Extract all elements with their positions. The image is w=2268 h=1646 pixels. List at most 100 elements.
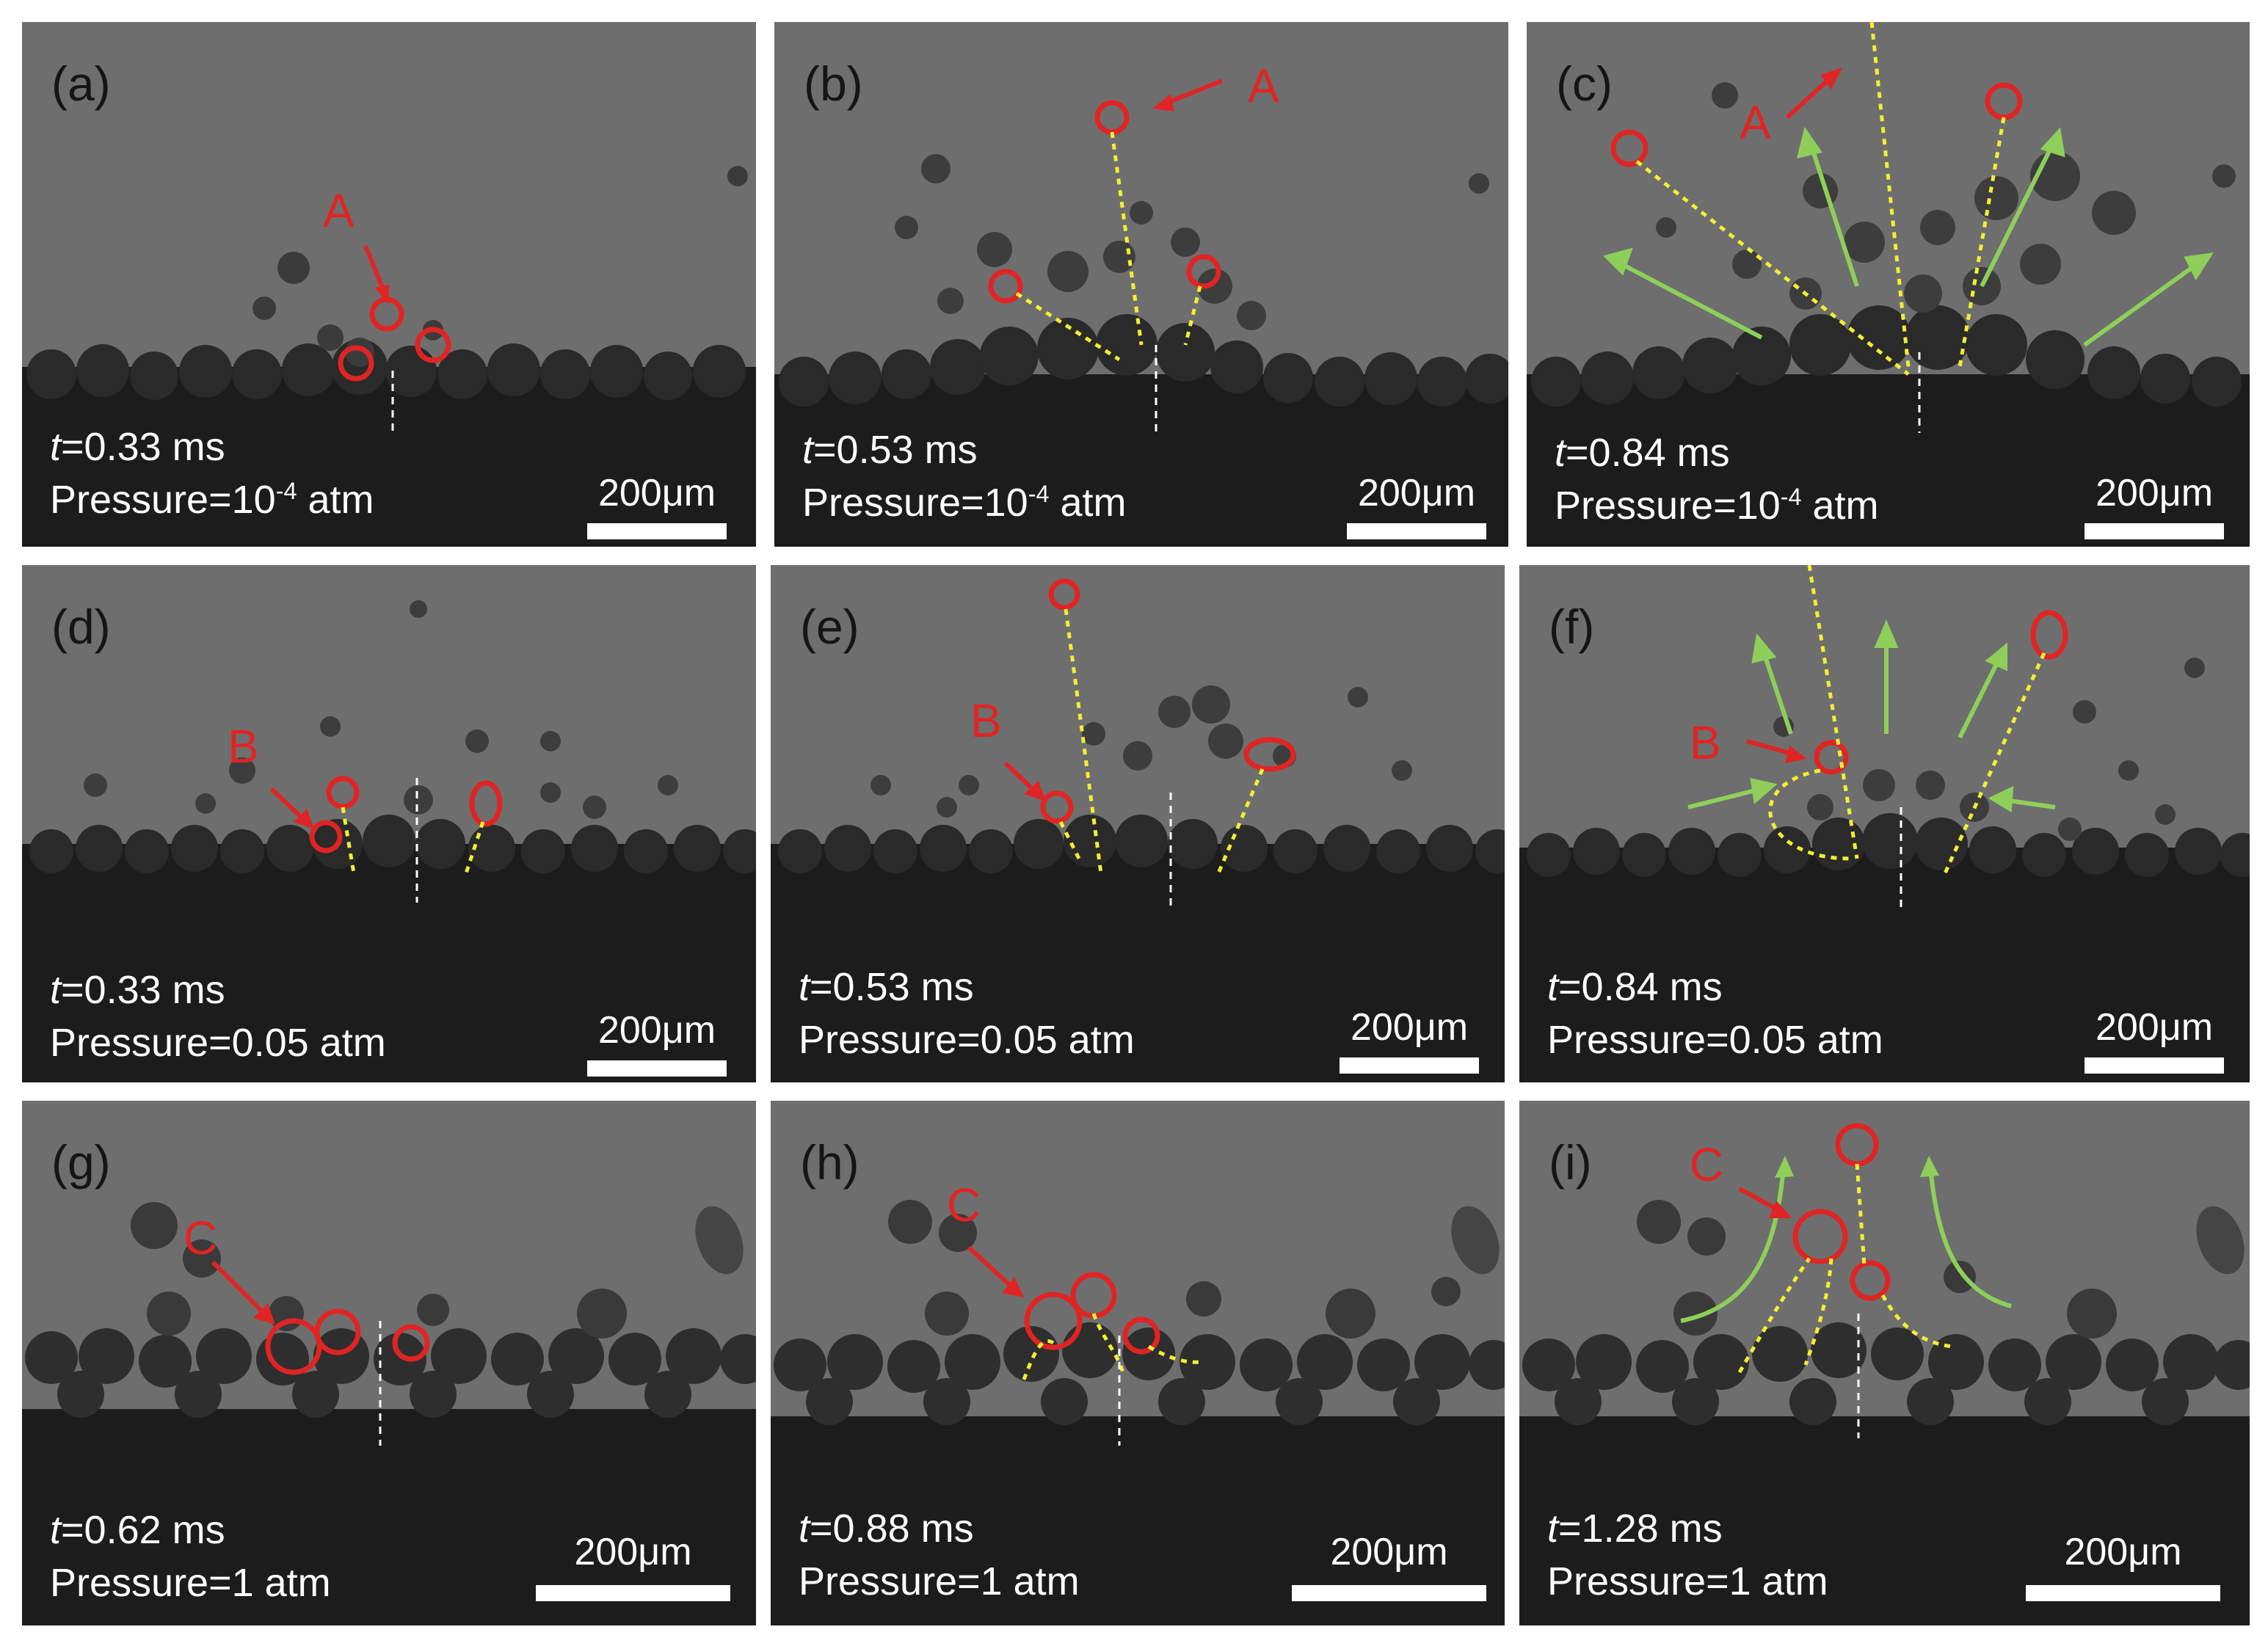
panel-h: (h) C t=0.88 ms Pressure=1 atm 200μm [771, 1101, 1505, 1625]
pressure-unit: atm [1049, 481, 1127, 525]
pressure-readout: Pressure=1 atm [1547, 1559, 1828, 1604]
scale-bar [1292, 1585, 1486, 1601]
micrograph-f [1519, 565, 2250, 1082]
pressure-readout: Pressure=10-4 atm [802, 480, 1127, 525]
pressure-base: Pressure=1 atm [1547, 1559, 1828, 1603]
time-readout: t=0.53 ms [802, 427, 978, 473]
time-variable: t [1547, 965, 1559, 1009]
time-value: =0.88 ms [810, 1507, 974, 1551]
time-readout: t=0.84 ms [1547, 964, 1723, 1010]
pressure-base: Pressure=10 [1555, 484, 1781, 528]
scale-bar-label: 200μm [1350, 1006, 1469, 1049]
scale-bar [587, 1060, 727, 1077]
marker-label-c: C [1690, 1138, 1724, 1191]
time-value: =0.33 ms [61, 425, 225, 469]
pressure-readout: Pressure=1 atm [50, 1560, 331, 1606]
scale-bar [2085, 523, 2224, 539]
panel-label: (e) [800, 600, 859, 654]
panel-label: (b) [804, 57, 863, 111]
pressure-base: Pressure=10 [802, 481, 1028, 525]
panel-f: (f) B t=0.84 ms Pressure=0.05 atm 200μm [1519, 565, 2250, 1082]
marker-label-b: B [970, 694, 1002, 747]
panel-b: (b) A t=0.53 ms Pressure=10-4 atm 200μm [774, 22, 1508, 547]
pressure-base: Pressure=10 [50, 478, 276, 522]
panel-label: (a) [51, 57, 111, 111]
pressure-readout: Pressure=10-4 atm [50, 477, 374, 522]
pressure-base: Pressure=0.05 atm [799, 1018, 1135, 1062]
scale-bar-label: 200μm [597, 1009, 716, 1052]
scale-bar [2026, 1585, 2220, 1601]
micrograph-d [22, 565, 756, 1082]
scale-bar [536, 1585, 730, 1601]
time-variable: t [1547, 1507, 1559, 1551]
time-value: =0.33 ms [61, 968, 225, 1012]
time-variable: t [50, 425, 62, 469]
time-value: =0.84 ms [1558, 965, 1723, 1009]
panel-g: (g) C t=0.62 ms Pressure=1 atm 200μm [22, 1101, 756, 1625]
scale-bar-label: 200μm [574, 1531, 692, 1573]
scale-bar-label: 200μm [2095, 1006, 2214, 1049]
scale-bar [1347, 523, 1486, 539]
pressure-readout: Pressure=0.05 atm [1547, 1017, 1883, 1063]
time-readout: t=0.33 ms [50, 967, 225, 1013]
scale-bar [1340, 1057, 1479, 1074]
pressure-readout: Pressure=0.05 atm [799, 1017, 1135, 1063]
micrograph-a [22, 22, 756, 547]
scale-bar [2085, 1057, 2224, 1074]
pressure-readout: Pressure=1 atm [799, 1559, 1080, 1604]
pressure-readout: Pressure=10-4 atm [1555, 483, 1879, 528]
time-variable: t [1555, 431, 1566, 475]
pressure-readout: Pressure=0.05 atm [50, 1020, 386, 1066]
panel-label: (c) [1556, 57, 1613, 111]
marker-label-b: B [228, 720, 259, 773]
marker-label-c: C [947, 1179, 981, 1231]
pressure-base: Pressure=0.05 atm [1547, 1018, 1883, 1062]
marker-label-c: C [183, 1212, 218, 1264]
scale-bar-label: 200μm [597, 472, 716, 514]
micrograph-b [774, 22, 1508, 547]
panel-label: (h) [800, 1135, 859, 1190]
pressure-base: Pressure=0.05 atm [50, 1021, 386, 1065]
pressure-unit: atm [297, 478, 374, 522]
marker-label-a: A [1248, 59, 1279, 112]
time-variable: t [50, 968, 62, 1012]
micrograph-c [1527, 22, 2250, 547]
time-readout: t=1.28 ms [1547, 1506, 1723, 1551]
panel-c: (c) A t=0.84 ms Pressure=10-4 atm 200μm [1527, 22, 2250, 547]
time-value: =0.53 ms [813, 428, 978, 472]
panel-i: (i) C t=1.28 ms Pressure=1 atm 200μm [1519, 1101, 2250, 1625]
scale-bar-label: 200μm [2064, 1531, 2182, 1573]
scale-bar-label: 200μm [1330, 1531, 1448, 1573]
time-readout: t=0.53 ms [799, 964, 974, 1010]
pressure-exponent: -4 [1780, 484, 1802, 510]
marker-label-b: B [1690, 716, 1721, 769]
time-readout: t=0.84 ms [1555, 430, 1730, 476]
time-value: =1.28 ms [1558, 1507, 1723, 1551]
scale-bar [587, 523, 727, 539]
panel-a: (a) A t=0.33 ms Pressure=10-4 atm 200μm [22, 22, 756, 547]
time-value: =0.62 ms [61, 1508, 225, 1552]
time-value: =0.84 ms [1566, 431, 1730, 475]
marker-label-a: A [1740, 96, 1771, 149]
pressure-exponent: -4 [1028, 481, 1050, 507]
pressure-base: Pressure=1 atm [799, 1559, 1080, 1603]
time-readout: t=0.88 ms [799, 1506, 974, 1551]
micrograph-e [771, 565, 1505, 1082]
panel-label: (g) [51, 1135, 111, 1190]
panel-e: (e) B t=0.53 ms Pressure=0.05 atm 200μm [771, 565, 1505, 1082]
panel-label: (d) [51, 600, 111, 654]
scale-bar-label: 200μm [1357, 472, 1476, 514]
time-variable: t [50, 1508, 62, 1552]
time-readout: t=0.62 ms [50, 1507, 225, 1553]
panel-label: (f) [1549, 600, 1595, 654]
pressure-exponent: -4 [275, 478, 297, 504]
pressure-unit: atm [1801, 484, 1879, 528]
panel-d: (d) B t=0.33 ms Pressure=0.05 atm 200μm [22, 565, 756, 1082]
time-variable: t [799, 1507, 810, 1551]
pressure-base: Pressure=1 atm [50, 1561, 331, 1605]
scale-bar-label: 200μm [2095, 472, 2214, 514]
panel-label: (i) [1549, 1135, 1592, 1190]
time-variable: t [799, 965, 810, 1009]
marker-label-a: A [323, 184, 355, 237]
time-value: =0.53 ms [810, 965, 974, 1009]
